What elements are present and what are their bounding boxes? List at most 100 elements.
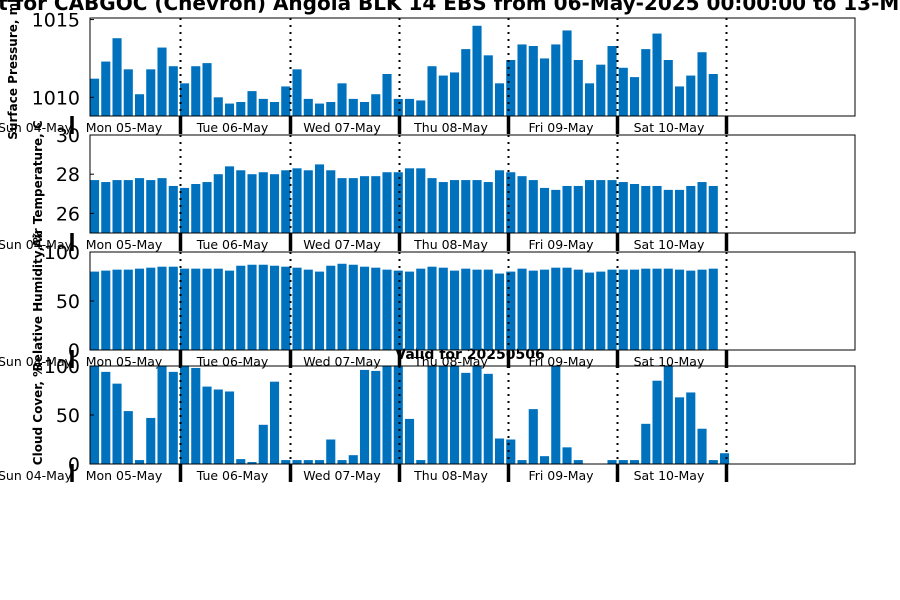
bar <box>134 460 145 464</box>
bar <box>269 174 280 233</box>
y-axis-label: Cloud Cover, % <box>31 365 45 465</box>
bar <box>686 75 696 116</box>
bar <box>427 178 437 233</box>
bar <box>359 266 370 350</box>
day-label: Sat 10-May <box>634 237 705 252</box>
bar <box>281 86 291 116</box>
bar <box>191 66 201 116</box>
bar <box>258 172 268 233</box>
axes-box <box>89 134 856 234</box>
bar <box>652 268 662 350</box>
y-tick-label: 100 <box>44 356 80 378</box>
bar <box>596 180 606 233</box>
day-label: Mon 05-May <box>86 468 163 483</box>
bar <box>112 180 122 233</box>
bar <box>224 270 235 350</box>
bar <box>258 424 268 464</box>
bar <box>101 182 111 233</box>
bar <box>641 49 651 116</box>
bar <box>697 182 707 233</box>
axes-box <box>89 17 856 117</box>
bar <box>416 268 426 350</box>
day-label: Mon 05-May <box>86 237 163 252</box>
bar <box>629 184 640 233</box>
bar <box>112 383 122 464</box>
bar <box>551 366 561 464</box>
bar <box>506 439 516 464</box>
bar <box>416 100 426 116</box>
y-tick-label: 30 <box>56 125 80 147</box>
bar <box>472 25 482 116</box>
bar <box>247 264 257 350</box>
bar <box>674 189 685 233</box>
day-label: Sat 10-May <box>634 468 705 483</box>
bar <box>326 265 336 350</box>
day-label: Tue 06-May <box>196 120 269 135</box>
bar <box>371 370 381 464</box>
bar <box>697 428 707 464</box>
bar <box>472 180 482 233</box>
bar <box>292 69 302 116</box>
bar <box>596 64 606 116</box>
y-tick-label: 100 <box>44 242 80 264</box>
bar <box>427 66 437 116</box>
day-label: Sun 04-May <box>0 354 73 369</box>
bar <box>179 268 190 350</box>
bar <box>618 182 628 233</box>
bar <box>179 366 190 464</box>
bar <box>494 273 505 350</box>
bar <box>348 178 358 233</box>
bar <box>213 174 223 233</box>
bar <box>584 272 595 350</box>
y-tick-label: 26 <box>56 203 80 225</box>
bar <box>517 44 527 116</box>
bar <box>101 270 111 350</box>
bar <box>101 61 111 116</box>
bar <box>101 371 111 464</box>
bar <box>123 180 133 233</box>
bar <box>157 266 167 350</box>
bar <box>607 460 617 464</box>
bar <box>269 265 280 350</box>
bar <box>506 271 516 350</box>
bar <box>629 460 640 464</box>
bar <box>146 180 156 233</box>
day-label: Thu 08-May <box>413 120 488 135</box>
bar <box>584 180 595 233</box>
bar <box>573 269 583 350</box>
bar <box>314 460 325 464</box>
day-label: Wed 07-May <box>303 468 381 483</box>
day-label: Thu 08-May <box>413 354 488 369</box>
bar <box>551 267 561 350</box>
bar <box>562 30 572 116</box>
bar <box>337 263 347 350</box>
bar <box>562 267 572 350</box>
bar <box>528 409 538 464</box>
day-label: Thu 08-May <box>413 237 488 252</box>
bar <box>179 83 190 116</box>
bar <box>416 168 426 233</box>
day-label: Wed 07-May <box>303 120 381 135</box>
bar <box>134 268 145 350</box>
bar <box>461 49 471 116</box>
bar <box>314 103 325 116</box>
bar <box>247 174 257 233</box>
bar <box>562 447 572 464</box>
y-axis-label: Relative Humidity, % <box>31 231 45 372</box>
bar <box>449 366 460 464</box>
bar <box>483 55 493 116</box>
bar <box>123 69 133 116</box>
day-label: Fri 09-May <box>528 354 594 369</box>
bar <box>168 266 178 350</box>
bar <box>517 268 527 350</box>
bar <box>168 66 178 116</box>
bar <box>123 269 133 350</box>
bar <box>191 268 201 350</box>
y-axis-label: Air Temperature, C <box>31 120 45 248</box>
bar <box>303 269 313 350</box>
bar <box>629 77 640 116</box>
bar <box>90 366 100 464</box>
